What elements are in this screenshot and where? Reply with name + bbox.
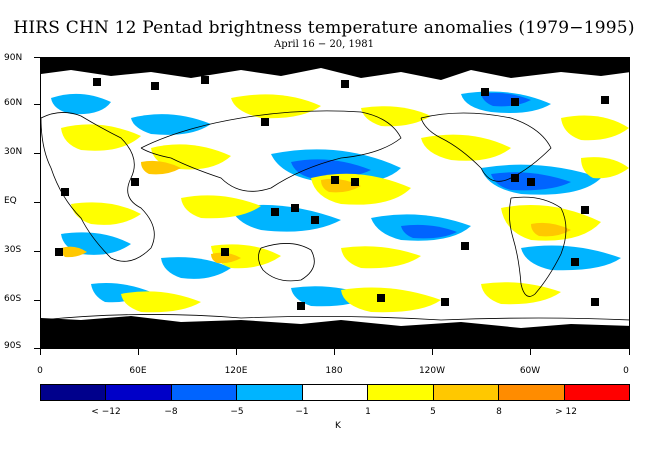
colorbar-label: −1 [295, 407, 309, 417]
colorbar-swatch-5 [368, 385, 434, 400]
colorbar-swatch-0 [41, 385, 107, 400]
lat-tick [34, 300, 40, 301]
lat-tick [34, 153, 40, 154]
chart-subtitle: April 16 − 20, 1981 [274, 39, 374, 50]
lat-label-eq: EQ [4, 196, 17, 206]
colorbar-label: 8 [496, 407, 502, 417]
colorbar-label: > 12 [555, 407, 577, 417]
lon-label-180: 180 [325, 366, 343, 376]
colorbar-label: −8 [164, 407, 178, 417]
lon-tick [334, 349, 335, 355]
colorbar-label: 1 [365, 407, 371, 417]
lon-label-0: 0 [37, 366, 43, 376]
lat-label-30n: 30N [4, 147, 23, 157]
colorbar-swatch-2 [171, 385, 238, 400]
lon-tick [432, 349, 433, 355]
colorbar-label: −5 [230, 407, 244, 417]
lon-tick [629, 349, 630, 355]
lat-label-60n: 60N [4, 98, 23, 108]
lon-tick [138, 349, 139, 355]
colorbar-swatch-7 [499, 385, 565, 400]
lon-label-60w: 60W [519, 366, 541, 376]
lat-label-60s: 60S [4, 294, 22, 304]
lat-tick [34, 202, 40, 203]
colorbar-swatch-1 [106, 385, 172, 400]
lon-label-120w: 120W [418, 366, 446, 376]
anomaly-map [40, 57, 630, 349]
lon-tick [40, 349, 41, 355]
colorbar [40, 384, 630, 401]
colorbar-label: < −12 [91, 407, 121, 417]
lon-tick [236, 349, 237, 355]
lon-label-0-end: 0 [623, 366, 629, 376]
lat-label-90n: 90N [4, 53, 23, 63]
lon-tick [530, 349, 531, 355]
lat-label-30s: 30S [4, 245, 22, 255]
colorbar-swatch-4 [302, 385, 369, 400]
colorbar-swatch-6 [433, 385, 500, 400]
chart-title: HIRS CHN 12 Pentad brightness temperatur… [13, 18, 635, 38]
lon-label-120e: 120E [224, 366, 248, 376]
colorbar-label: 5 [430, 407, 436, 417]
lat-tick [34, 57, 40, 58]
lat-tick [34, 104, 40, 105]
lat-label-90s: 90S [4, 341, 22, 351]
anomaly-field [41, 58, 629, 348]
colorbar-swatch-8 [564, 385, 629, 400]
lon-label-60e: 60E [129, 366, 147, 376]
lat-tick [34, 251, 40, 252]
lat-tick [34, 348, 40, 349]
colorbar-unit: K [335, 421, 341, 431]
colorbar-swatch-3 [237, 385, 303, 400]
